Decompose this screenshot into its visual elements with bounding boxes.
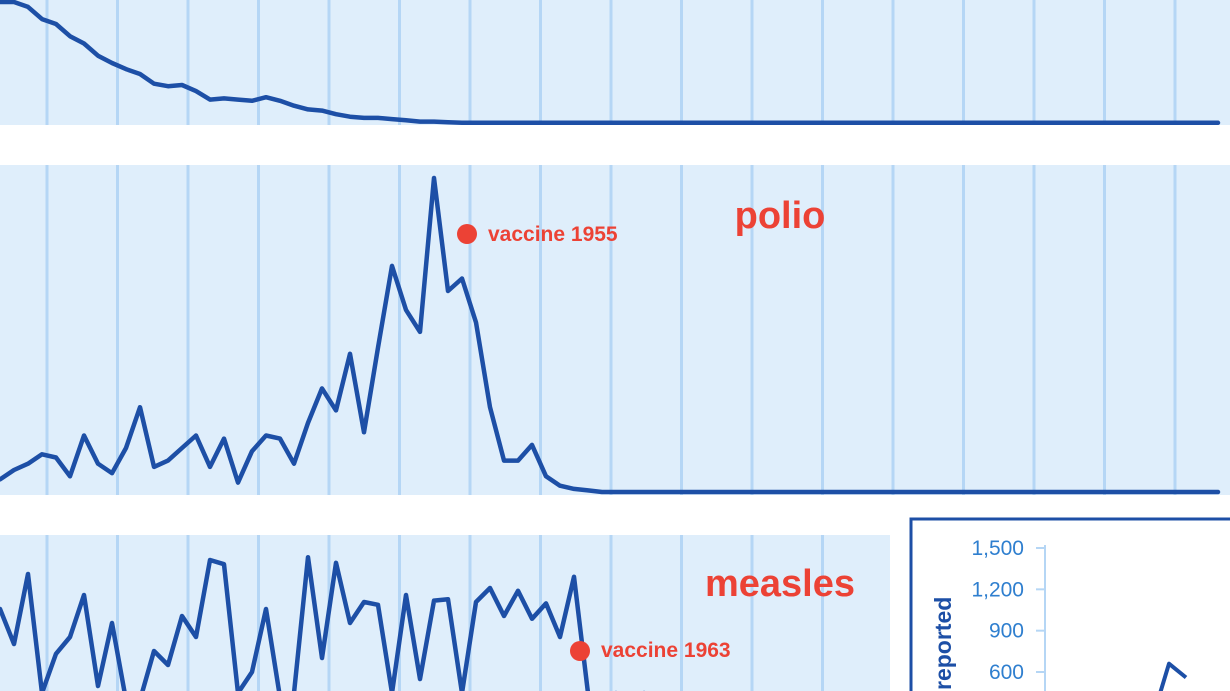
series-line — [0, 0, 1221, 126]
measles-vaccine-annotation: vaccine 1963 — [601, 639, 731, 662]
inset-y-tick-label: 1,500 — [971, 537, 1024, 560]
panel-background — [0, 0, 1230, 125]
inset-y-ticks: 1,500 1,200 900 600 — [971, 537, 1045, 684]
series-line — [0, 175, 1221, 495]
inset-y-tick-label: 1,200 — [971, 578, 1024, 601]
inset-y-tick-label: 600 — [989, 661, 1024, 684]
polio-vaccine-marker — [457, 224, 477, 244]
polio-title: polio — [735, 195, 826, 237]
series-line — [0, 554, 646, 691]
top-chart-panel — [0, 0, 1230, 126]
measles-title: measles — [705, 563, 855, 605]
inset-y-axis-label: reported — [930, 597, 956, 690]
measles-chart-panel — [0, 535, 890, 691]
measles-inset-chart: reported 1,500 1,200 900 600 — [909, 517, 1230, 691]
inset-y-tick-label: 900 — [989, 620, 1024, 643]
panel-background — [0, 535, 890, 691]
inset-series-line — [1158, 661, 1188, 691]
inset-frame — [909, 517, 1230, 691]
panel-background — [0, 165, 1230, 495]
polio-chart-panel — [0, 165, 1230, 495]
measles-vaccine-marker — [570, 641, 590, 661]
polio-vaccine-annotation: vaccine 1955 — [488, 223, 618, 246]
